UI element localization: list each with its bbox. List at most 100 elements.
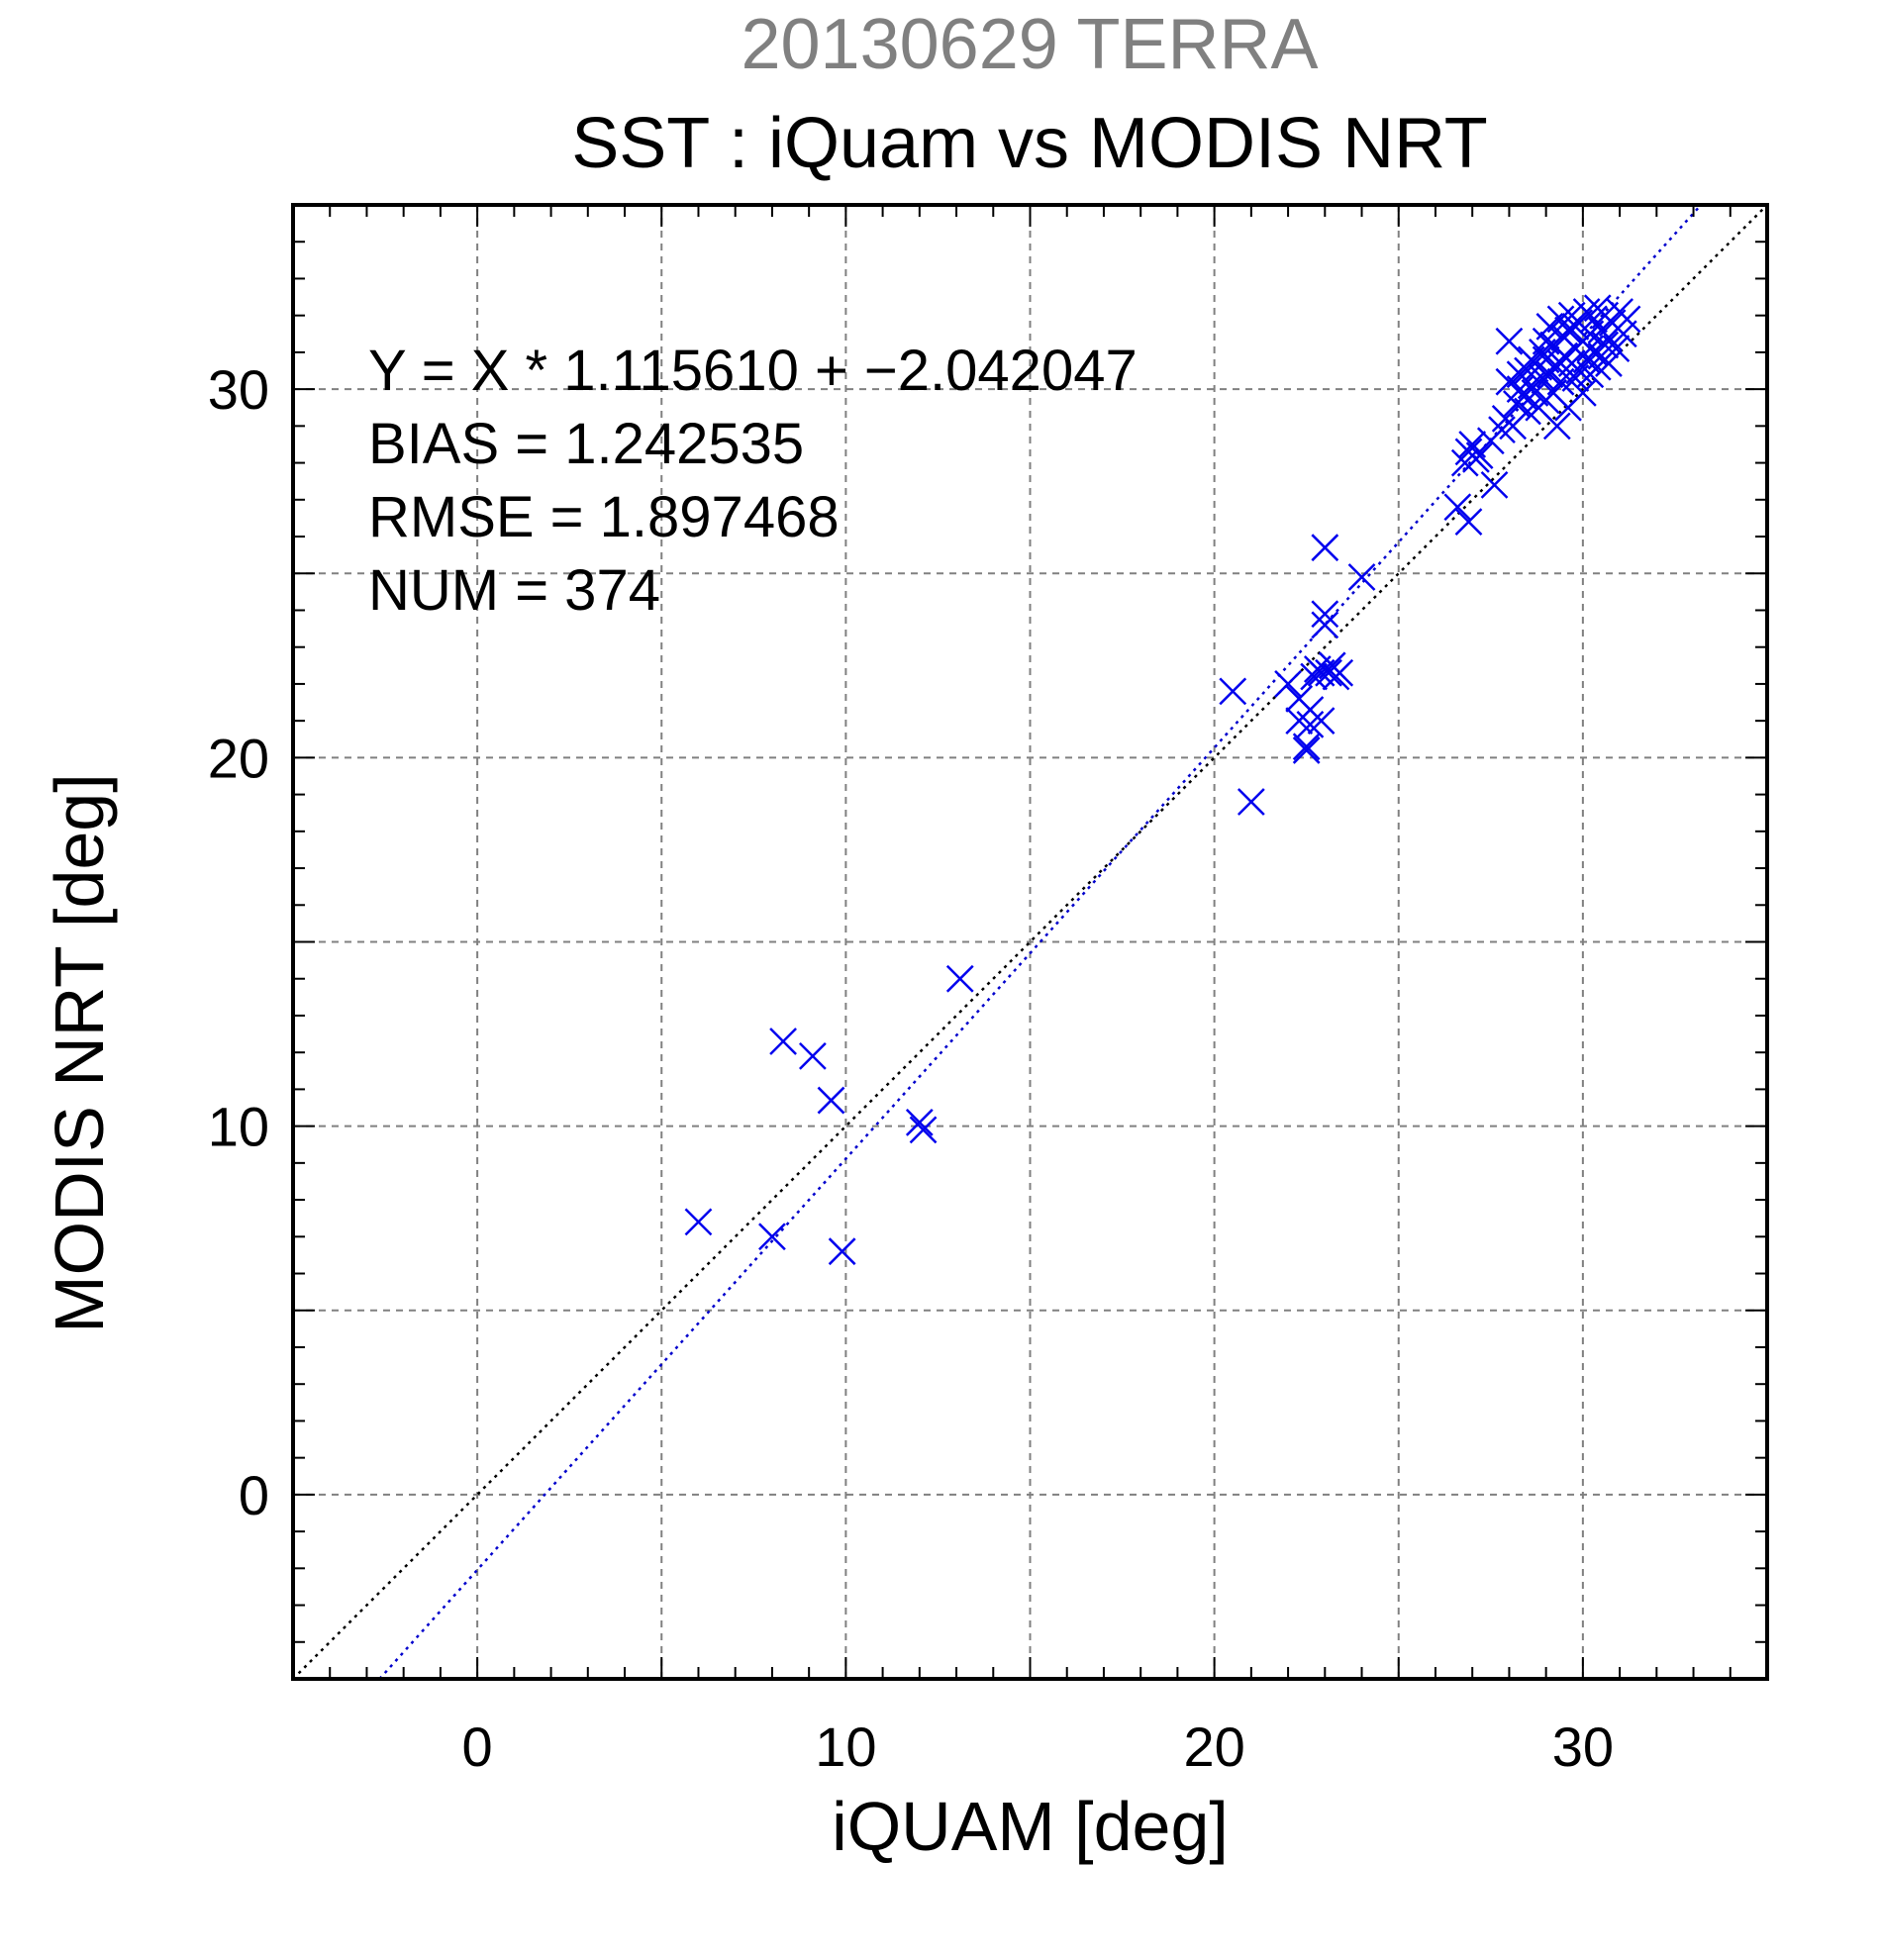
data-point-stroke <box>1296 710 1325 738</box>
data-point-stroke <box>1546 349 1575 377</box>
y-tick-label: 10 <box>208 1096 269 1158</box>
data-point <box>1602 335 1631 363</box>
data-point <box>1237 788 1265 816</box>
data-point-stroke <box>1292 733 1321 761</box>
data-point <box>1517 345 1545 374</box>
data-point <box>1326 658 1354 687</box>
data-point-stroke <box>1292 736 1321 764</box>
chart-title: SST : iQuam vs MODIS NRT <box>571 104 1488 183</box>
data-point-stroke <box>905 1109 934 1136</box>
data-point <box>1546 349 1575 377</box>
data-point-stroke <box>1529 364 1556 392</box>
data-point <box>1292 733 1321 761</box>
data-point <box>945 964 974 993</box>
x-tick-label: 0 <box>462 1715 493 1778</box>
data-point-stroke <box>1307 707 1336 735</box>
data-point <box>769 1028 797 1055</box>
data-point-stroke <box>1595 349 1623 377</box>
data-point <box>758 1223 786 1251</box>
data-point <box>1576 335 1605 363</box>
y-tick-label: 0 <box>239 1464 269 1526</box>
data-point-stroke <box>1465 441 1494 470</box>
data-point <box>684 1208 713 1236</box>
x-tick-label: 20 <box>1183 1715 1244 1778</box>
data-point <box>905 1109 934 1136</box>
data-point <box>1514 397 1541 426</box>
data-point <box>1568 378 1597 407</box>
data-point-stroke <box>1311 534 1339 562</box>
data-point-stroke <box>828 1237 856 1266</box>
y-tick-label: 30 <box>208 358 269 421</box>
y-tick-label: 20 <box>208 727 269 789</box>
data-point-stroke <box>1580 305 1608 334</box>
data-point <box>1465 441 1494 470</box>
data-point-stroke <box>1326 658 1354 687</box>
data-point-stroke <box>1488 416 1516 443</box>
data-point-stroke <box>1602 335 1631 363</box>
data-point <box>1480 471 1509 499</box>
data-point <box>1542 412 1571 441</box>
data-point <box>1307 707 1336 735</box>
identity-line <box>292 204 1768 1680</box>
data-point <box>1311 611 1339 639</box>
data-point <box>1532 327 1560 355</box>
data-point-stroke <box>758 1223 786 1251</box>
data-point-stroke <box>798 1042 827 1070</box>
data-point <box>1495 327 1524 355</box>
data-points <box>684 294 1641 1266</box>
data-point-stroke <box>1443 493 1472 522</box>
num-value: NUM = 374 <box>368 558 660 623</box>
data-point-stroke <box>1237 788 1265 816</box>
x-tick-label: 30 <box>1552 1715 1614 1778</box>
data-point-stroke <box>1480 471 1509 499</box>
data-point-stroke <box>1506 375 1534 404</box>
data-point <box>1292 736 1321 764</box>
data-point <box>1506 360 1534 389</box>
stats-box: Y = X * 1.115610 + −2.042047 BIAS = 1.24… <box>368 335 1138 628</box>
data-point-stroke <box>1458 431 1487 458</box>
data-point-stroke <box>1568 378 1597 407</box>
data-point-stroke <box>1311 611 1339 639</box>
data-point-stroke <box>769 1028 797 1055</box>
data-point-stroke <box>1450 448 1479 477</box>
data-point-stroke <box>1514 356 1541 385</box>
data-point-stroke <box>1532 327 1560 355</box>
data-point-stroke <box>1495 327 1524 355</box>
data-point-stroke <box>945 964 974 993</box>
data-point-stroke <box>1347 563 1376 591</box>
grid-layer <box>293 205 1767 1679</box>
data-point-stroke <box>1546 305 1575 334</box>
data-point <box>828 1237 856 1266</box>
data-point <box>1454 508 1483 537</box>
data-point <box>817 1086 845 1115</box>
data-point <box>1315 658 1342 687</box>
data-point-stroke <box>684 1208 713 1236</box>
rmse-value: RMSE = 1.897468 <box>368 485 840 549</box>
tick-labels: 0 10 20 30 0 10 20 30 <box>208 358 1614 1778</box>
plot-frame <box>291 203 1769 1681</box>
x-tick-label: 10 <box>815 1715 876 1778</box>
data-point-stroke <box>1315 658 1342 687</box>
data-point-stroke <box>1613 305 1641 334</box>
x-axis-label: iQUAM [deg] <box>832 1788 1229 1865</box>
data-point <box>1347 563 1376 591</box>
data-point <box>1296 710 1325 738</box>
data-point <box>1311 600 1339 629</box>
data-point <box>909 1116 938 1144</box>
data-point <box>1443 493 1472 522</box>
data-point <box>1450 448 1479 477</box>
data-point-stroke <box>817 1086 845 1115</box>
data-point <box>1219 677 1247 706</box>
fit-equation: Y = X * 1.115610 + −2.042047 <box>368 339 1138 403</box>
supertitle: 20130629 TERRA <box>741 5 1319 84</box>
data-point <box>1488 416 1516 443</box>
data-point-stroke <box>1219 677 1247 706</box>
data-point-stroke <box>1514 397 1541 426</box>
data-point-stroke <box>1454 508 1483 537</box>
data-point <box>1561 312 1590 341</box>
data-point-stroke <box>1576 335 1605 363</box>
data-point <box>1613 305 1641 334</box>
data-point-stroke <box>1517 345 1545 374</box>
y-axis-label: MODIS NRT [deg] <box>41 773 118 1333</box>
